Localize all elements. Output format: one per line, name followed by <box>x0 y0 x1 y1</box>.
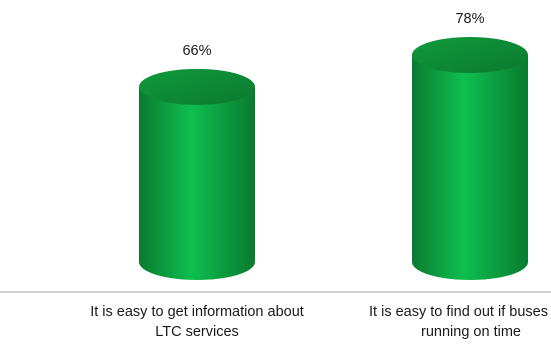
category-label-1: It is easy to find out if buses are runn… <box>369 304 551 340</box>
bar-1: 78% <box>412 11 528 280</box>
bar-body-0 <box>139 86 255 280</box>
bar-top-1 <box>412 37 528 73</box>
bars-layer: 66% 78% <box>139 11 528 280</box>
value-label-0: 66% <box>182 43 211 59</box>
bar-top-0 <box>139 68 255 105</box>
bar-body-1 <box>412 55 528 280</box>
value-label-1: 78% <box>455 11 484 27</box>
bar-0: 66% <box>139 43 255 280</box>
category-label-0: It is easy to get information about LTC … <box>90 304 304 340</box>
